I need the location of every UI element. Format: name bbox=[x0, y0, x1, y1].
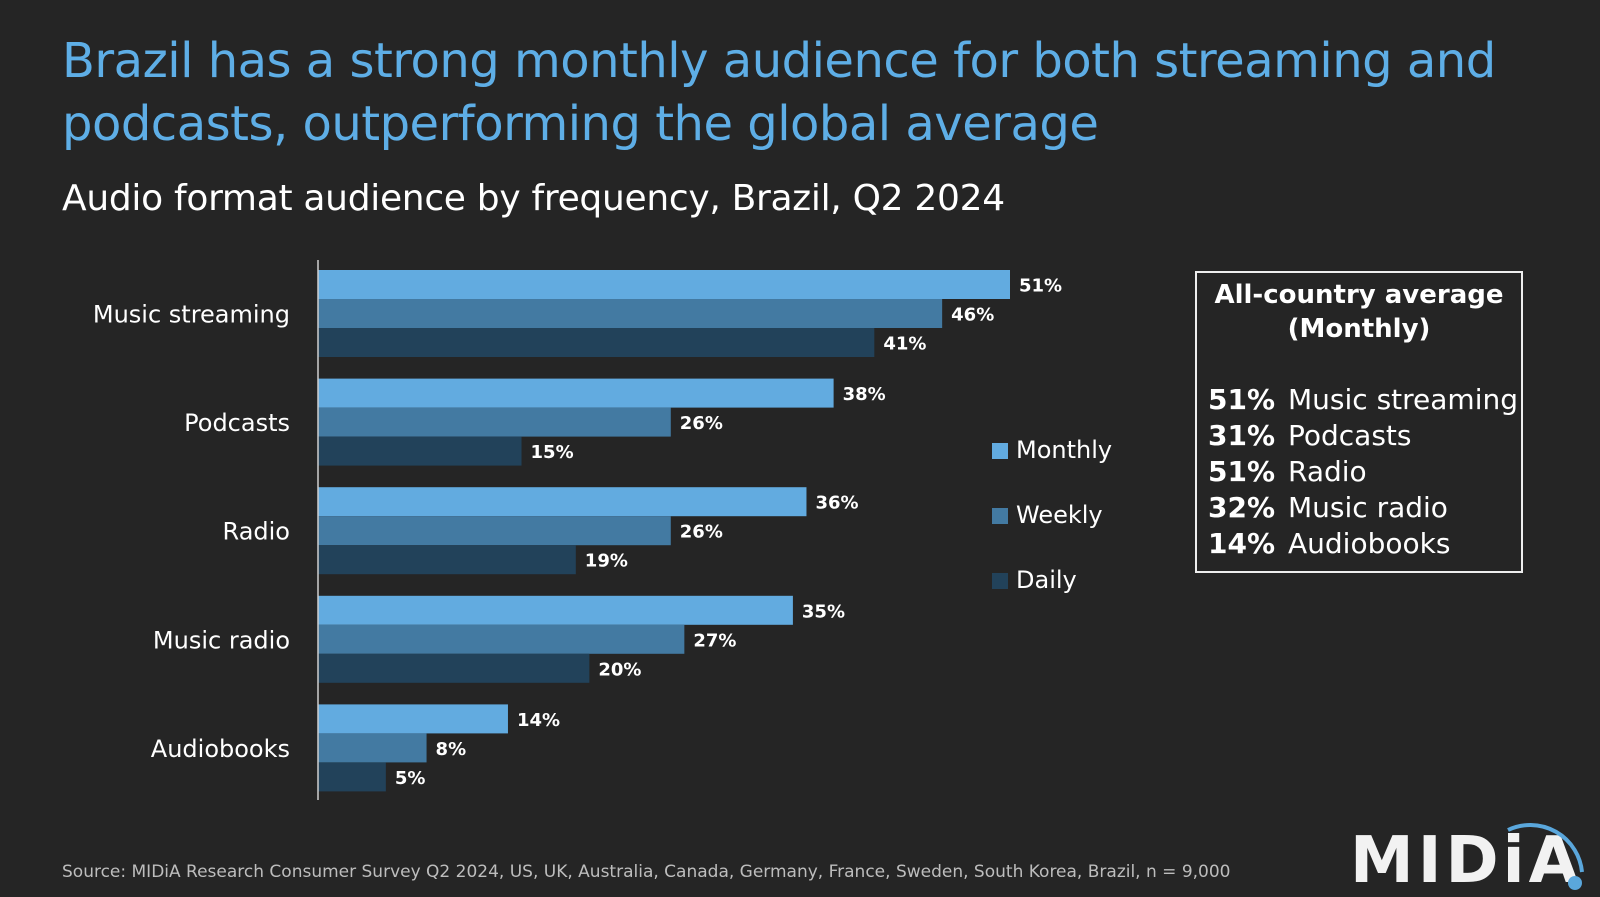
data-label: 36% bbox=[815, 493, 858, 514]
data-label: 26% bbox=[680, 413, 723, 434]
data-label: 27% bbox=[693, 630, 736, 651]
legend-swatch bbox=[992, 443, 1008, 459]
bar-weekly bbox=[318, 299, 943, 328]
all-country-average-box: All-country average (Monthly) 51% Music s… bbox=[1195, 271, 1523, 573]
bar-monthly bbox=[318, 704, 508, 734]
box-subheading: (Monthly) bbox=[1287, 314, 1431, 344]
average-label: Music streaming bbox=[1288, 383, 1518, 416]
average-value: 14% bbox=[1208, 527, 1276, 560]
bar-weekly bbox=[318, 624, 685, 654]
average-label: Music radio bbox=[1288, 491, 1448, 524]
average-label: Podcasts bbox=[1288, 419, 1412, 452]
bar-weekly bbox=[318, 407, 671, 437]
legend-item-daily: Daily bbox=[992, 566, 1077, 594]
average-label: Audiobooks bbox=[1288, 527, 1451, 560]
legend-label: Daily bbox=[1016, 566, 1077, 594]
source-note: Source: MIDiA Research Consumer Survey Q… bbox=[62, 862, 1231, 882]
bar-daily bbox=[318, 328, 875, 357]
bar-weekly bbox=[318, 516, 671, 546]
data-label: 19% bbox=[585, 551, 628, 572]
data-label: 38% bbox=[843, 384, 886, 405]
svg-text:MIDiA: MIDiA bbox=[1350, 824, 1582, 890]
category-label: Audiobooks bbox=[151, 735, 290, 763]
average-value: 31% bbox=[1208, 419, 1276, 452]
chart-subtitle: Audio format audience by frequency, Braz… bbox=[62, 178, 1005, 219]
legend-swatch bbox=[992, 573, 1008, 589]
average-row: 51% Radio bbox=[1208, 454, 1521, 490]
legend-swatch bbox=[992, 508, 1008, 524]
legend-item-weekly: Weekly bbox=[992, 501, 1103, 529]
data-label: 51% bbox=[1019, 276, 1062, 297]
average-value: 32% bbox=[1208, 491, 1276, 524]
legend-label: Weekly bbox=[1016, 501, 1103, 529]
bar-daily bbox=[318, 653, 590, 683]
data-label: 35% bbox=[802, 601, 845, 622]
category-label: Music streaming bbox=[93, 301, 290, 329]
bar-monthly bbox=[318, 595, 793, 625]
bar-monthly bbox=[318, 487, 807, 517]
legend-label: Monthly bbox=[1016, 436, 1113, 464]
bar-daily bbox=[318, 436, 522, 466]
data-label: 20% bbox=[598, 659, 641, 680]
data-label: 41% bbox=[883, 334, 926, 355]
bar-weekly bbox=[318, 733, 427, 763]
data-label: 14% bbox=[517, 710, 560, 731]
average-row: 32% Music radio bbox=[1208, 490, 1521, 526]
category-label: Music radio bbox=[153, 626, 290, 654]
bar-daily bbox=[318, 762, 386, 792]
average-row: 14% Audiobooks bbox=[1208, 526, 1521, 562]
bar-monthly bbox=[318, 378, 834, 408]
data-label: 46% bbox=[951, 305, 994, 326]
box-heading: All-country average bbox=[1214, 280, 1504, 310]
midia-logo: MIDiA bbox=[1350, 823, 1584, 890]
average-row: 31% Podcasts bbox=[1208, 418, 1521, 454]
average-label: Radio bbox=[1288, 455, 1367, 488]
legend-item-monthly: Monthly bbox=[992, 436, 1112, 464]
category-label: Radio bbox=[223, 518, 290, 546]
average-row: 51% Music streaming bbox=[1208, 382, 1521, 418]
page-title: Brazil has a strong monthly audience for… bbox=[62, 33, 1496, 152]
data-label: 8% bbox=[436, 739, 467, 760]
data-label: 26% bbox=[680, 522, 723, 543]
average-value: 51% bbox=[1208, 383, 1276, 416]
data-label: 15% bbox=[531, 442, 574, 463]
bar-monthly bbox=[318, 270, 1010, 299]
bar-daily bbox=[318, 545, 576, 575]
data-label: 5% bbox=[395, 768, 426, 789]
category-label: Podcasts bbox=[184, 409, 290, 437]
average-value: 51% bbox=[1208, 455, 1276, 488]
